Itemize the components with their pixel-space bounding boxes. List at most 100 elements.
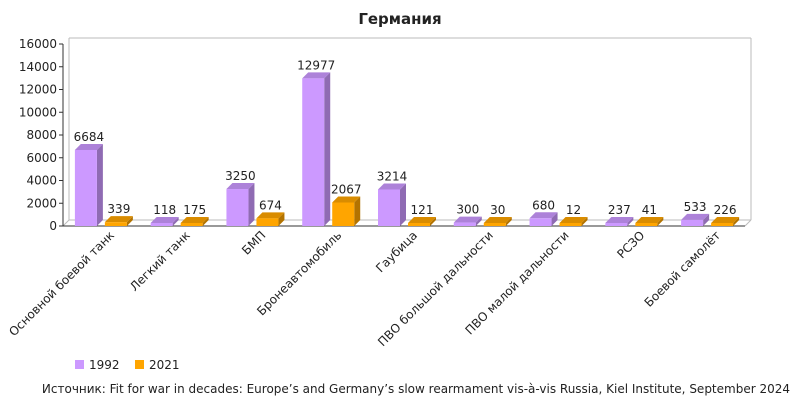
y-tick-label: 4000 [26, 174, 57, 188]
bar-side [627, 217, 634, 226]
bar-top [332, 196, 361, 203]
bar-side [400, 183, 406, 226]
bar-side [324, 72, 331, 226]
legend-label-2021: 2021 [149, 358, 180, 372]
category-labels: Основной боевой танк Легкий танк БМПБронеа… [6, 228, 723, 349]
data-label: 237 [608, 203, 631, 217]
bar-top [226, 183, 255, 190]
category-label: БМП [239, 228, 268, 257]
bar [559, 223, 582, 226]
bar-top [302, 72, 331, 79]
bar-side [733, 217, 740, 226]
bar-top [378, 183, 406, 190]
category-label: Бронеавтомобиль [254, 228, 344, 318]
bar-side [202, 217, 209, 226]
bar-top [180, 217, 209, 223]
data-label: 339 [107, 202, 130, 216]
bar [408, 223, 430, 226]
frame-floor-right-line [744, 219, 752, 227]
bar-side [172, 217, 179, 226]
bar [605, 223, 628, 226]
y-tick-label: 0 [49, 219, 57, 233]
bar-side [581, 217, 588, 226]
bar [635, 223, 658, 226]
bar [226, 189, 249, 226]
bar [483, 223, 506, 226]
bars [74, 72, 740, 226]
bar [453, 222, 476, 226]
bar-side [96, 143, 103, 226]
chart-title: Германия [358, 10, 441, 28]
data-label: 121 [411, 203, 434, 217]
bar [256, 218, 279, 226]
data-label: 175 [183, 203, 206, 217]
bar [378, 189, 400, 226]
category-label: Гаубица [373, 228, 420, 275]
frame-floor-left-line [62, 219, 70, 227]
bar-side [475, 216, 482, 226]
legend-swatch-1992 [75, 360, 84, 369]
data-label: 533 [684, 200, 707, 214]
bar-side [657, 217, 664, 226]
data-label: 118 [153, 203, 176, 217]
bar [711, 223, 734, 226]
data-label: 674 [259, 198, 282, 212]
data-label: 12 [566, 203, 581, 217]
y-tick-label: 6000 [26, 151, 57, 165]
category-label: Легкий танк [127, 228, 193, 294]
y-tick-label: 2000 [26, 196, 57, 210]
bar [180, 223, 203, 226]
data-label: 2067 [331, 182, 362, 196]
bar [681, 219, 704, 226]
bar [74, 149, 97, 226]
bar-side [248, 183, 255, 226]
category-label: Основной боевой танк [6, 228, 117, 339]
bar-top [711, 217, 740, 223]
data-labels: 6684 339 118 175 3250 674 12977 2067 3214 121 300 3… [74, 58, 737, 217]
y-tick-label: 10000 [19, 105, 57, 119]
data-label: 3214 [377, 169, 408, 183]
data-label: 30 [490, 203, 505, 217]
bar [104, 222, 127, 226]
bar [150, 223, 173, 226]
bar [529, 218, 552, 226]
bar-top [483, 217, 512, 223]
y-tick-label: 14000 [19, 60, 57, 74]
bar-top [408, 217, 436, 223]
bar-top [635, 217, 664, 223]
y-tick-label: 12000 [19, 83, 57, 97]
bar-side [354, 196, 361, 226]
legend-label-1992: 1992 [89, 358, 120, 372]
data-label: 226 [714, 203, 737, 217]
bar-top [104, 216, 133, 223]
data-label: 300 [456, 203, 479, 217]
category-label: Боевой самолёт [642, 228, 724, 310]
legend: 1992 2021 [75, 358, 180, 372]
data-label: 12977 [297, 58, 335, 72]
data-label: 6684 [74, 130, 105, 144]
data-label: 41 [642, 203, 657, 217]
data-label: 680 [532, 198, 555, 212]
bar-side [126, 216, 133, 226]
legend-swatch-2021 [135, 360, 144, 369]
bar-side [551, 212, 558, 226]
bar-top [559, 217, 588, 223]
bar-side [505, 217, 512, 226]
source-note: Источник: Fit for war in decades: Europe… [42, 382, 790, 396]
bar-side [703, 213, 710, 226]
bar-top [529, 212, 558, 219]
bar-side [278, 212, 285, 226]
bar-top [256, 212, 285, 219]
data-label: 3250 [225, 169, 256, 183]
category-label: РСЗО [614, 228, 647, 261]
bar-top [605, 217, 634, 223]
bar-top [453, 216, 482, 223]
bar [302, 78, 325, 226]
axes: 0 2000 4000 6000 8000 10000 12000 14000 16000 [19, 37, 752, 233]
bar-top [681, 213, 710, 220]
bar-top [150, 217, 179, 223]
y-tick-label: 8000 [26, 128, 57, 142]
bar-side [430, 217, 436, 226]
y-tick-label: 16000 [19, 37, 57, 51]
